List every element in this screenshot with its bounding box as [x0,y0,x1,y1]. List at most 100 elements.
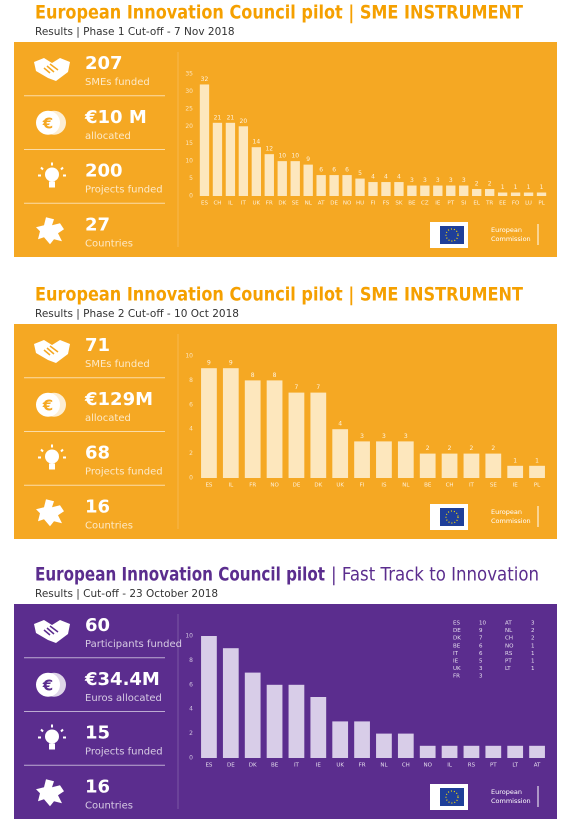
value-label: 1 [535,457,539,464]
bar [397,733,414,758]
y-tick-label: 2 [189,730,193,737]
x-tick-label: FS [383,201,390,207]
bar [251,147,261,196]
title: European Innovation Council pilot | SME … [35,284,523,306]
x-tick-label: FI [360,483,365,489]
x-tick-label: NL [380,763,388,769]
bar [485,189,495,196]
bar [303,164,313,196]
x-tick-label: DK [314,483,322,489]
table-code: IE [453,659,459,665]
table-code: DE [453,628,461,634]
x-tick-label: PT [490,763,497,769]
bar [244,380,261,478]
bar [368,182,378,196]
logo-stars [445,510,459,524]
table-code: IT [453,651,459,657]
value-label: 1 [540,184,544,191]
bar [419,745,436,758]
logo-text: European [491,226,522,234]
bar [507,465,524,478]
stat-value: 68 [85,443,110,464]
table-code: PT [505,659,512,665]
value-label: 1 [527,184,531,191]
x-tick-label: PL [534,483,541,489]
stat-value: €10 M [84,107,147,128]
stat-value: 71 [85,335,110,356]
bar [329,175,339,196]
value-label: 6 [332,167,336,174]
bar [264,154,274,196]
table-value: 2 [531,636,535,642]
stat-value: 200 [85,161,123,182]
bar [485,745,502,758]
logo-text: Commission [491,517,531,525]
bar [529,465,545,478]
logo-text: Commission [491,235,531,243]
table-code: LT [505,666,511,672]
value-label: 2 [448,445,452,452]
stat-value: 16 [85,776,110,797]
x-tick-label: LU [525,201,532,207]
bar [441,745,458,758]
bar [523,192,534,196]
bar [342,175,352,196]
stat-label: Countries [85,238,133,249]
value-label: 21 [214,114,222,121]
x-tick-label: FI [371,201,376,207]
bar [266,380,283,478]
y-tick-label: 0 [189,755,193,762]
x-tick-label: NL [305,201,313,207]
bar [394,182,404,196]
table-code: NO [505,643,514,649]
bar [507,745,524,758]
x-tick-label: HU [356,201,364,207]
x-tick-label: SK [395,201,402,207]
value-label: 10 [278,153,286,160]
y-tick-label: 5 [189,175,193,182]
logo-flag [440,226,464,244]
x-tick-label: NO [423,763,432,769]
subtitle: Results | Phase 2 Cut-off - 10 Oct 2018 [35,308,239,320]
x-tick-label: ES [201,201,208,207]
value-label: 9 [229,360,233,367]
value-label: 4 [384,174,388,181]
table-value: 1 [531,643,535,649]
x-tick-label: RS [468,763,476,769]
x-tick-label: TR [485,201,493,207]
x-tick-label: DE [227,763,235,769]
stat-value: 60 [85,615,110,636]
value-label: 4 [397,174,401,181]
x-tick-label: DE [330,201,338,207]
stat-label: Projects funded [85,185,163,196]
value-label: 14 [253,139,261,146]
stat-icon [36,110,66,135]
logo-flag [440,788,464,806]
logo-stars [445,790,459,804]
table-code: UK [453,666,461,672]
value-label: 3 [410,177,414,184]
value-label: 20 [240,118,248,125]
table-value: 7 [479,636,483,642]
x-tick-label: IT [469,483,475,489]
value-label: 2 [475,181,479,188]
bar [376,441,392,478]
value-label: 3 [360,433,364,440]
y-tick-label: 30 [185,88,193,95]
value-label: 21 [227,114,235,121]
bar [355,178,365,196]
bar [376,733,392,758]
value-label: 4 [371,174,375,181]
y-tick-label: 4 [189,426,193,433]
x-tick-label: IT [294,763,300,769]
value-label: 2 [488,181,492,188]
stat-value: €34.4M [84,669,160,690]
x-tick-label: PT [447,201,454,207]
stat-value: 16 [85,496,110,517]
x-tick-label: SE [490,483,497,489]
value-label: 1 [514,184,518,191]
x-tick-label: NL [402,483,410,489]
bar [225,122,236,196]
x-tick-label: IL [228,201,234,207]
